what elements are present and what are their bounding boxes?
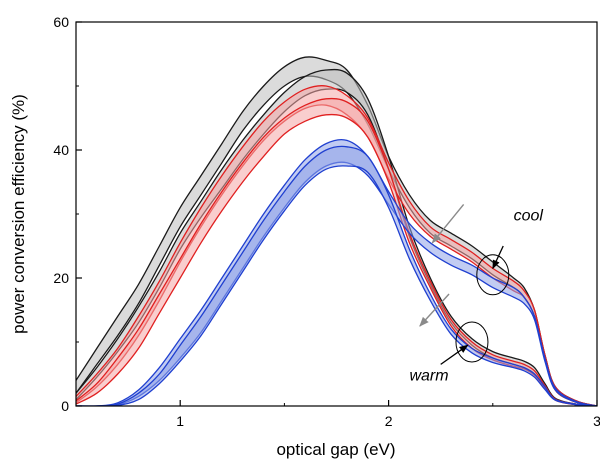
band-fill-0-1 (76, 69, 597, 406)
band-upper-line-1-1 (76, 97, 597, 406)
pointer-arrow-0 (492, 245, 504, 270)
annotation-label-warm: warm (409, 367, 448, 384)
pointer-arrow-1 (440, 344, 469, 365)
band-lower-line-0-1 (76, 88, 597, 406)
tick-layer: 1 2 3 0 20 40 60 (53, 14, 600, 429)
band-lower-line-2-1 (76, 165, 597, 406)
band-upper-line-2-0 (76, 138, 597, 406)
y-tick-label-3: 60 (53, 14, 69, 30)
trend-arrow-0 (431, 203, 465, 244)
x-tick-label-0: 1 (176, 413, 184, 429)
y-tick-label-0: 0 (61, 398, 69, 414)
band-lower-line-0-0 (76, 75, 597, 406)
trend-arrow-1 (419, 293, 450, 327)
annotation-label-cool: cool (514, 207, 544, 224)
x-tick-label-2: 3 (593, 413, 600, 429)
x-axis-title: optical gap (eV) (276, 440, 395, 459)
y-tick-label-1: 20 (53, 270, 69, 286)
band-upper-line-2-1 (76, 145, 597, 406)
annotation-layer: cool warm (409, 203, 544, 384)
highlight-circle-0 (476, 254, 510, 296)
highlight-circle-1 (455, 321, 489, 363)
y-tick-label-2: 40 (53, 142, 69, 158)
y-axis-title: power conversion efficiency (%) (9, 94, 28, 334)
band-upper-line-0-1 (76, 68, 597, 406)
x-tick-label-1: 2 (385, 413, 393, 429)
band-upper-line-1-0 (76, 85, 597, 406)
series-layer (76, 56, 597, 406)
band-fill-1-0 (76, 85, 597, 406)
